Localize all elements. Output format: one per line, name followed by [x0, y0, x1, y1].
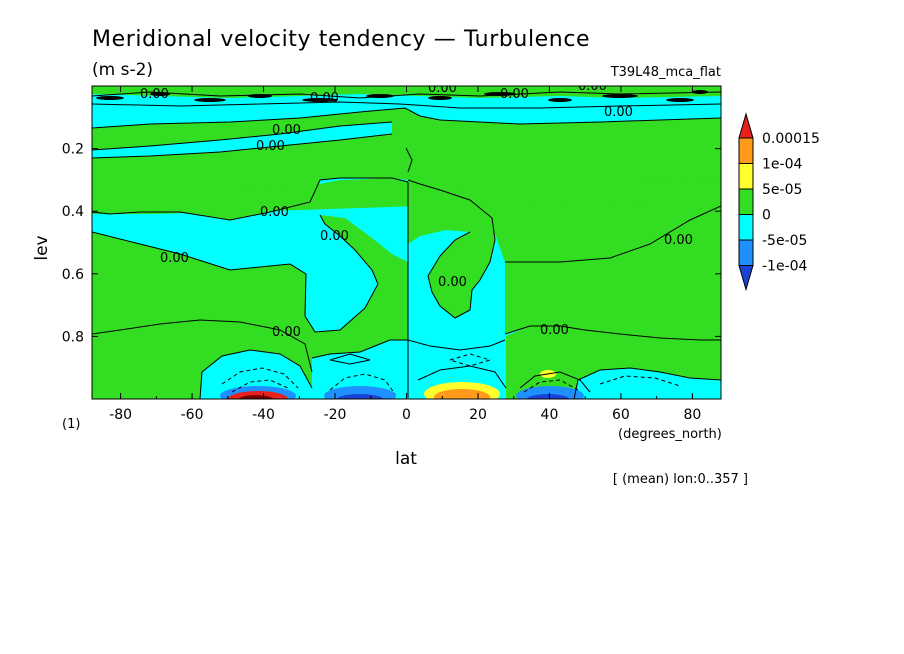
core-tr-blue-deep [336, 394, 384, 399]
contour-label: 0.00 [320, 229, 349, 244]
contour-label: 0.00 [272, 123, 301, 138]
x-axis-units: (degrees_north) [618, 427, 722, 442]
contour-label: 0.00 [272, 325, 301, 340]
field-cyan-sh-upper [92, 122, 392, 158]
x-tick-label: 60 [612, 407, 630, 423]
contour-label: 0.00 [664, 233, 693, 248]
x-axis-label: lat [395, 449, 417, 469]
y-axis-label: lev [32, 235, 52, 260]
plot-area: 0.00 0.00 0.00 0.00 0.00 0.00 0.00 0.00 … [92, 79, 721, 399]
x-tick-label: 20 [469, 407, 487, 423]
experiment-label: T39L48_mca_flat [610, 65, 721, 80]
core-tr-blue [324, 386, 396, 399]
colorbar-label: -1e-04 [762, 259, 808, 275]
y-tick-label: 0.6 [62, 267, 84, 283]
contour-label: 0.00 [428, 81, 457, 96]
field-cyan-right-surface [574, 368, 721, 399]
colorbar-top-arrow [738, 112, 754, 139]
field-green-lower [92, 215, 408, 399]
field-top-cyan-streaks [92, 94, 721, 106]
footnote: [ (mean) lon:0..357 ] [613, 472, 748, 487]
contour-label: 0.00 [256, 139, 285, 154]
y-tick-label: 0.2 [62, 142, 84, 158]
contour-label: 0.00 [160, 251, 189, 266]
y-axis: 0.2 0.4 0.6 0.8 [62, 142, 721, 345]
top-noise [96, 90, 708, 102]
colorbar-label: 0.00015 [762, 131, 820, 147]
y-axis-units: (1) [62, 417, 80, 432]
y-tick-label: 0.4 [62, 204, 84, 220]
field-top-cyan-layer [92, 102, 721, 128]
contour-label: 0.00 [438, 275, 467, 290]
core-nh-blue-deep [526, 394, 570, 399]
x-tick-label: 0 [402, 407, 411, 423]
contour-label: 0.00 [260, 205, 289, 220]
colorbar-segment [738, 239, 754, 266]
colorbar-label: 5e-05 [762, 182, 802, 198]
chart-units: (m s-2) [92, 60, 153, 80]
field-green-right [505, 206, 721, 399]
colorbar-label: -5e-05 [762, 233, 807, 249]
x-axis: -80 -60 -40 -20 0 20 40 60 80 [109, 86, 701, 423]
x-tick-label: 80 [683, 407, 701, 423]
colorbar-label: 0 [762, 208, 771, 224]
contour-label: 0.00 [578, 79, 607, 94]
colorbar-segment [738, 163, 754, 190]
contour-label: 0.00 [140, 87, 169, 102]
x-tick-label: -20 [324, 407, 347, 423]
colorbar-segment [738, 137, 754, 164]
colorbar-bottom-arrow [738, 265, 754, 292]
contour-label: 0.00 [604, 105, 633, 120]
x-tick-label: -60 [181, 407, 204, 423]
x-tick-label: 40 [541, 407, 559, 423]
core-nh-orange-2 [434, 389, 490, 399]
field-green-center [408, 180, 495, 318]
core-sh-dark [238, 395, 274, 399]
y-tick-label: 0.8 [62, 329, 84, 345]
x-tick-label: -80 [109, 407, 132, 423]
chart-title: Meridional velocity tendency — Turbulenc… [92, 27, 590, 52]
colorbar-segment [738, 188, 754, 215]
colorbar-label: 1e-04 [762, 157, 802, 173]
contour-label: 0.00 [540, 323, 569, 338]
colorbar-segment [738, 214, 754, 241]
colorbar: 0.00015 1e-04 5e-05 0 -5e-05 -1e-04 [738, 112, 820, 292]
x-tick-label: -40 [252, 407, 275, 423]
field-cyan-sh-mid [312, 356, 408, 399]
contour-label: 0.00 [500, 87, 529, 102]
contour-labels: 0.00 0.00 0.00 0.00 0.00 0.00 0.00 0.00 … [140, 79, 693, 340]
contour-label: 0.00 [310, 91, 339, 106]
contour-lines-dashed [221, 353, 681, 395]
field-green-upper-band [92, 178, 721, 214]
